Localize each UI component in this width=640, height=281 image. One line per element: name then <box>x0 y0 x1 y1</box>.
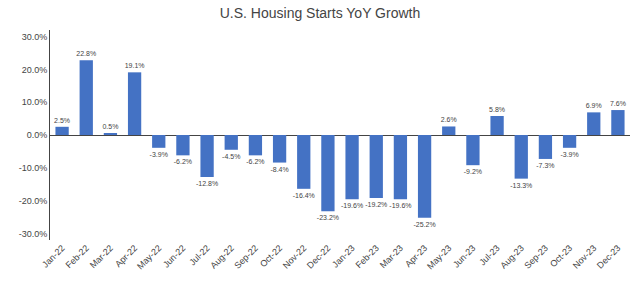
svg-text:Jan-22: Jan-22 <box>40 243 67 270</box>
svg-text:0.5%: 0.5% <box>102 123 118 130</box>
svg-text:-8.4%: -8.4% <box>270 166 288 173</box>
svg-text:0.0%: 0.0% <box>27 130 48 140</box>
svg-text:-13.3%: -13.3% <box>510 182 532 189</box>
svg-text:Oct-23: Oct-23 <box>548 243 574 269</box>
svg-text:Oct-22: Oct-22 <box>258 243 284 269</box>
svg-text:-3.9%: -3.9% <box>560 151 578 158</box>
svg-text:-6.2%: -6.2% <box>246 158 264 165</box>
svg-text:Jul-22: Jul-22 <box>187 243 211 267</box>
svg-text:Apr-23: Apr-23 <box>403 243 429 269</box>
svg-text:Jan-23: Jan-23 <box>330 243 357 270</box>
svg-text:Feb-23: Feb-23 <box>354 243 381 270</box>
svg-text:22.8%: 22.8% <box>76 50 96 57</box>
svg-text:10.0%: 10.0% <box>22 97 48 107</box>
svg-text:30.0%: 30.0% <box>22 32 48 42</box>
svg-text:Dec-23: Dec-23 <box>595 243 623 271</box>
svg-text:20.0%: 20.0% <box>22 65 48 75</box>
svg-text:Aug-22: Aug-22 <box>208 243 236 271</box>
svg-text:Jul-23: Jul-23 <box>477 243 501 267</box>
svg-text:May-23: May-23 <box>425 243 453 271</box>
svg-text:19.1%: 19.1% <box>125 62 145 69</box>
svg-text:-19.6%: -19.6% <box>341 202 363 209</box>
svg-text:Jun-22: Jun-22 <box>161 243 188 270</box>
svg-text:-9.2%: -9.2% <box>464 168 482 175</box>
svg-text:Nov-22: Nov-22 <box>281 243 309 271</box>
svg-text:Feb-22: Feb-22 <box>64 243 91 270</box>
svg-text:Mar-22: Mar-22 <box>88 243 115 270</box>
svg-text:6.9%: 6.9% <box>586 102 602 109</box>
svg-text:Mar-23: Mar-23 <box>378 243 405 270</box>
svg-text:-3.9%: -3.9% <box>150 151 168 158</box>
svg-text:-20.0%: -20.0% <box>19 196 48 206</box>
svg-text:-25.2%: -25.2% <box>413 221 435 228</box>
svg-text:-10.0%: -10.0% <box>19 163 48 173</box>
svg-text:Nov-23: Nov-23 <box>571 243 599 271</box>
svg-text:7.6%: 7.6% <box>610 100 626 107</box>
svg-text:-30.0%: -30.0% <box>19 229 48 239</box>
svg-text:-7.3%: -7.3% <box>536 162 554 169</box>
svg-text:2.6%: 2.6% <box>441 116 457 123</box>
svg-text:Sep-22: Sep-22 <box>232 243 260 271</box>
svg-text:-12.8%: -12.8% <box>196 180 218 187</box>
svg-text:2.5%: 2.5% <box>54 117 70 124</box>
svg-text:-6.2%: -6.2% <box>174 158 192 165</box>
svg-text:Sep-23: Sep-23 <box>522 243 550 271</box>
svg-text:U.S. Housing Starts YoY Growth: U.S. Housing Starts YoY Growth <box>220 5 421 21</box>
svg-text:-16.4%: -16.4% <box>293 192 315 199</box>
svg-text:-19.2%: -19.2% <box>365 201 387 208</box>
svg-text:Jun-23: Jun-23 <box>451 243 478 270</box>
svg-text:Dec-22: Dec-22 <box>305 243 333 271</box>
svg-text:Aug-23: Aug-23 <box>498 243 526 271</box>
svg-text:-4.5%: -4.5% <box>222 153 240 160</box>
svg-text:May-22: May-22 <box>135 243 163 271</box>
svg-text:-23.2%: -23.2% <box>317 214 339 221</box>
svg-text:-19.6%: -19.6% <box>389 202 411 209</box>
svg-text:5.8%: 5.8% <box>489 106 505 113</box>
svg-text:Apr-22: Apr-22 <box>113 243 139 269</box>
